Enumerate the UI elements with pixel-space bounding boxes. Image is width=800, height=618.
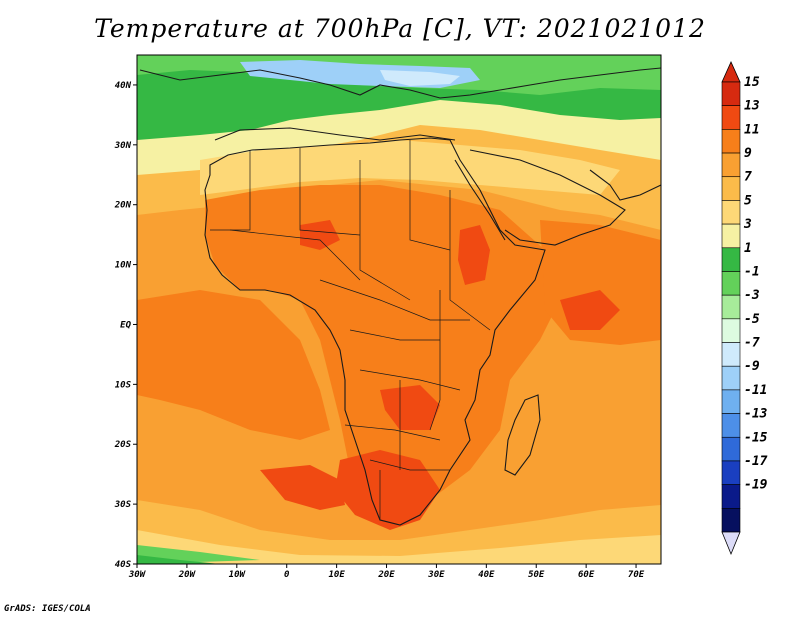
colorbar-swatch (721, 200, 741, 225)
field-hot-nigeria (300, 220, 340, 250)
x-tick-label: 40E (478, 570, 495, 580)
colorbar-label: 9 (744, 146, 752, 161)
colorbar-label: 15 (744, 75, 760, 90)
red-sea-coast (454, 159, 506, 241)
y-tick-label: EQ (120, 320, 131, 330)
colorbar-label: 1 (744, 241, 752, 256)
y-tick-label: 20N (114, 201, 132, 211)
colorbar-label: 5 (744, 193, 752, 208)
colorbar-swatch (721, 413, 741, 438)
colorbar-swatch (721, 294, 741, 320)
colorbar-swatch (721, 484, 741, 509)
colorbar-bottom-arrow (721, 531, 741, 556)
country-borders (210, 140, 491, 520)
persian-gulf (589, 169, 661, 201)
colorbar-label: -17 (744, 454, 768, 469)
credit-label: GrADS: IGES/COLA (4, 604, 91, 614)
colorbar-swatch (721, 436, 741, 462)
field-hot-angola (380, 385, 440, 430)
colorbar-swatch (721, 81, 741, 106)
mediterranean-south (214, 127, 456, 141)
x-tick-label: 20W (178, 570, 197, 580)
colorbar-swatch (721, 247, 741, 272)
field-north-lightblue (380, 70, 460, 86)
y-tick-label: 10S (115, 380, 132, 390)
y-tick-label: 30S (114, 500, 132, 510)
arabia-coastline (469, 149, 626, 246)
colorbar-label: -11 (744, 383, 767, 398)
colorbar-label: -3 (744, 288, 760, 303)
colorbar-label: -9 (744, 359, 760, 374)
y-tick-label: 40S (115, 560, 132, 570)
y-tick-label: 20S (114, 440, 132, 450)
y-tick-label: 10N (115, 261, 132, 271)
colorbar-label: 11 (744, 122, 760, 137)
colorbar-swatch (721, 105, 741, 130)
x-tick-label: 0 (284, 570, 290, 580)
colorbar-label: -5 (744, 312, 760, 327)
colorbar-swatch (721, 318, 741, 343)
x-tick-label: 20E (377, 570, 395, 580)
colorbar-label: 7 (744, 170, 752, 185)
colorbar-swatch (721, 223, 741, 249)
colorbar-label: -13 (744, 407, 768, 422)
colorbar-label: -1 (744, 264, 760, 279)
colorbar-swatch (721, 389, 741, 414)
colorbar-label: -7 (744, 336, 760, 351)
y-tick-label: 30N (114, 141, 132, 151)
europe-coastline (139, 67, 661, 99)
field-hot-south-atlantic (260, 465, 345, 510)
colorbar-label: 3 (743, 217, 752, 232)
temperature-field (137, 55, 661, 564)
colorbar-label: -19 (744, 478, 768, 493)
x-tick-label: 10W (229, 570, 247, 580)
colorbar-top-arrow (721, 61, 741, 83)
x-tick-label: 50E (528, 570, 545, 580)
x-tick-label: 60E (578, 570, 595, 580)
x-tick-label: 70E (628, 570, 645, 580)
x-tick-label: 10E (328, 570, 345, 580)
colorbar: 15 13 11 9 7 5 3 1 -1 -3 -5 -7 -9 -11 -13 -15 -17 -19 (721, 61, 768, 556)
madagascar-coastline (504, 394, 541, 476)
colorbar-swatch (721, 342, 741, 367)
field-south-yellow (137, 530, 661, 564)
x-tick-label: 30E (427, 570, 445, 580)
plot-frame (136, 54, 662, 565)
x-tick-label: 30W (128, 570, 147, 580)
map-title: Temperature at 700hPa [C], VT: 202102101… (94, 14, 706, 43)
field-hot-horn (458, 225, 490, 285)
x-axis: 30W 20W 10W 0 10E 20E 30E 40E 50E 60E 70E (128, 564, 645, 580)
y-axis: 40N 30N 20N 10N EQ 10S 20S 30S 40S (114, 81, 137, 570)
field-atlantic (137, 290, 330, 440)
y-tick-label: 40N (115, 81, 132, 91)
colorbar-swatch (721, 129, 741, 154)
colorbar-swatch (721, 460, 741, 485)
colorbar-swatch (721, 508, 741, 533)
colorbar-swatch (721, 271, 741, 296)
field-hot-indian (560, 290, 620, 330)
colorbar-label: 13 (744, 99, 760, 114)
colorbar-swatch (721, 176, 741, 201)
colorbar-swatch (721, 365, 741, 391)
colorbar-swatch (721, 152, 741, 178)
colorbar-label: -15 (744, 430, 768, 445)
field-south-green2 (137, 555, 220, 564)
